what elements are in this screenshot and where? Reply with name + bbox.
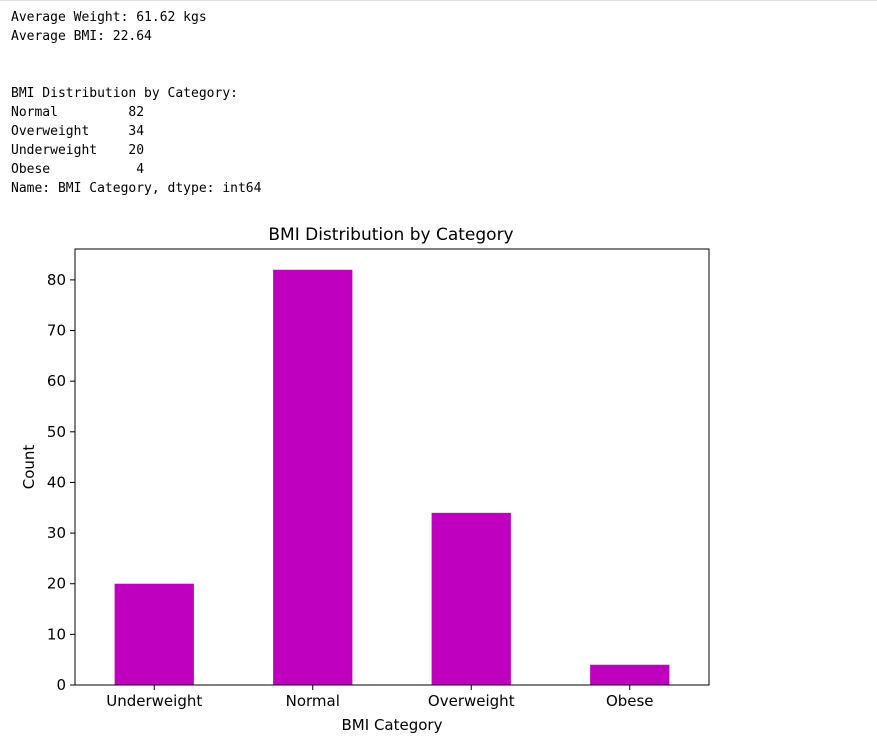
y-tick-label: 60 xyxy=(47,372,66,390)
y-tick-label: 70 xyxy=(47,322,66,340)
stdout-text: Average Weight: 61.62 kgs Average BMI: 22… xyxy=(11,8,261,198)
stdout-line-overweight: Overweight 34 xyxy=(11,124,145,139)
stdout-line-average-weight: Average Weight: 61.62 kgs xyxy=(11,10,207,25)
x-tick-label: Underweight xyxy=(106,692,202,710)
y-axis-label: Count xyxy=(20,445,38,490)
bar-overweight xyxy=(431,512,511,685)
stdout-line-series-name: Name: BMI Category, dtype: int64 xyxy=(11,181,262,196)
bar-normal xyxy=(273,269,353,685)
chart-container: BMI Distribution by Category 0 10 20 30 40 50… xyxy=(0,212,877,743)
x-axis-ticks: Underweight Normal Overweight Obese xyxy=(106,685,654,710)
bars-group xyxy=(114,269,670,685)
bar-chart: BMI Distribution by Category 0 10 20 30 40 50… xyxy=(20,225,710,734)
bar-obese xyxy=(590,664,670,685)
y-tick-label: 0 xyxy=(56,676,66,694)
y-tick-label: 80 xyxy=(47,271,66,289)
y-tick-label: 30 xyxy=(47,524,66,542)
stdout-line-distribution-header: BMI Distribution by Category: xyxy=(11,86,238,101)
plot-frame xyxy=(74,248,710,686)
stdout-line-blank xyxy=(11,65,261,84)
bar-underweight xyxy=(114,583,194,685)
stdout-line-underweight: Underweight 20 xyxy=(11,143,145,158)
stdout-line-normal: Normal 82 xyxy=(11,105,145,120)
chart-title: BMI Distribution by Category xyxy=(268,225,513,245)
y-tick-label: 40 xyxy=(47,473,66,491)
stdout-line-blank xyxy=(11,46,261,65)
cell-divider xyxy=(0,0,877,1)
stdout-line-obese: Obese 4 xyxy=(11,162,145,177)
x-axis-label: BMI Category xyxy=(342,716,443,734)
y-tick-label: 10 xyxy=(47,625,66,643)
x-tick-label: Overweight xyxy=(428,692,515,710)
stdout-line-average-bmi: Average BMI: 22.64 xyxy=(11,29,152,44)
x-tick-label: Normal xyxy=(286,692,340,710)
y-axis-ticks: 0 10 20 30 40 50 60 70 80 xyxy=(47,271,75,694)
y-tick-label: 20 xyxy=(47,575,66,593)
y-tick-label: 50 xyxy=(47,423,66,441)
x-tick-label: Obese xyxy=(606,692,654,710)
